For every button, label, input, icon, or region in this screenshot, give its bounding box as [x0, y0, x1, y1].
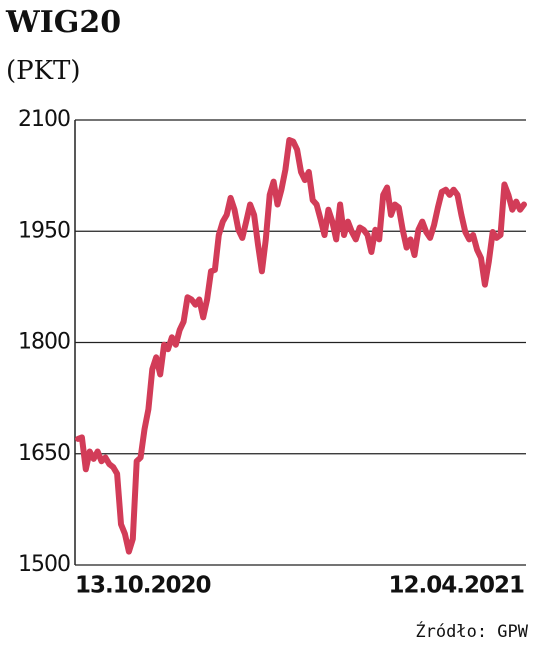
chart-subtitle: (PKT)	[6, 56, 81, 86]
line	[75, 137, 527, 555]
y-tick-label: 1800	[18, 330, 70, 355]
chart-title: WIG20	[5, 5, 121, 40]
x-tick-label: 12.04.2021	[388, 573, 524, 599]
y-tick-label: 2100	[18, 107, 70, 132]
y-tick-label: 1650	[18, 441, 70, 466]
x-tick-label: 13.10.2020	[75, 573, 211, 599]
y-tick-label: 1950	[18, 218, 70, 243]
source: Źródło: GPW	[415, 620, 528, 642]
y-tick-label: 1500	[18, 552, 70, 577]
